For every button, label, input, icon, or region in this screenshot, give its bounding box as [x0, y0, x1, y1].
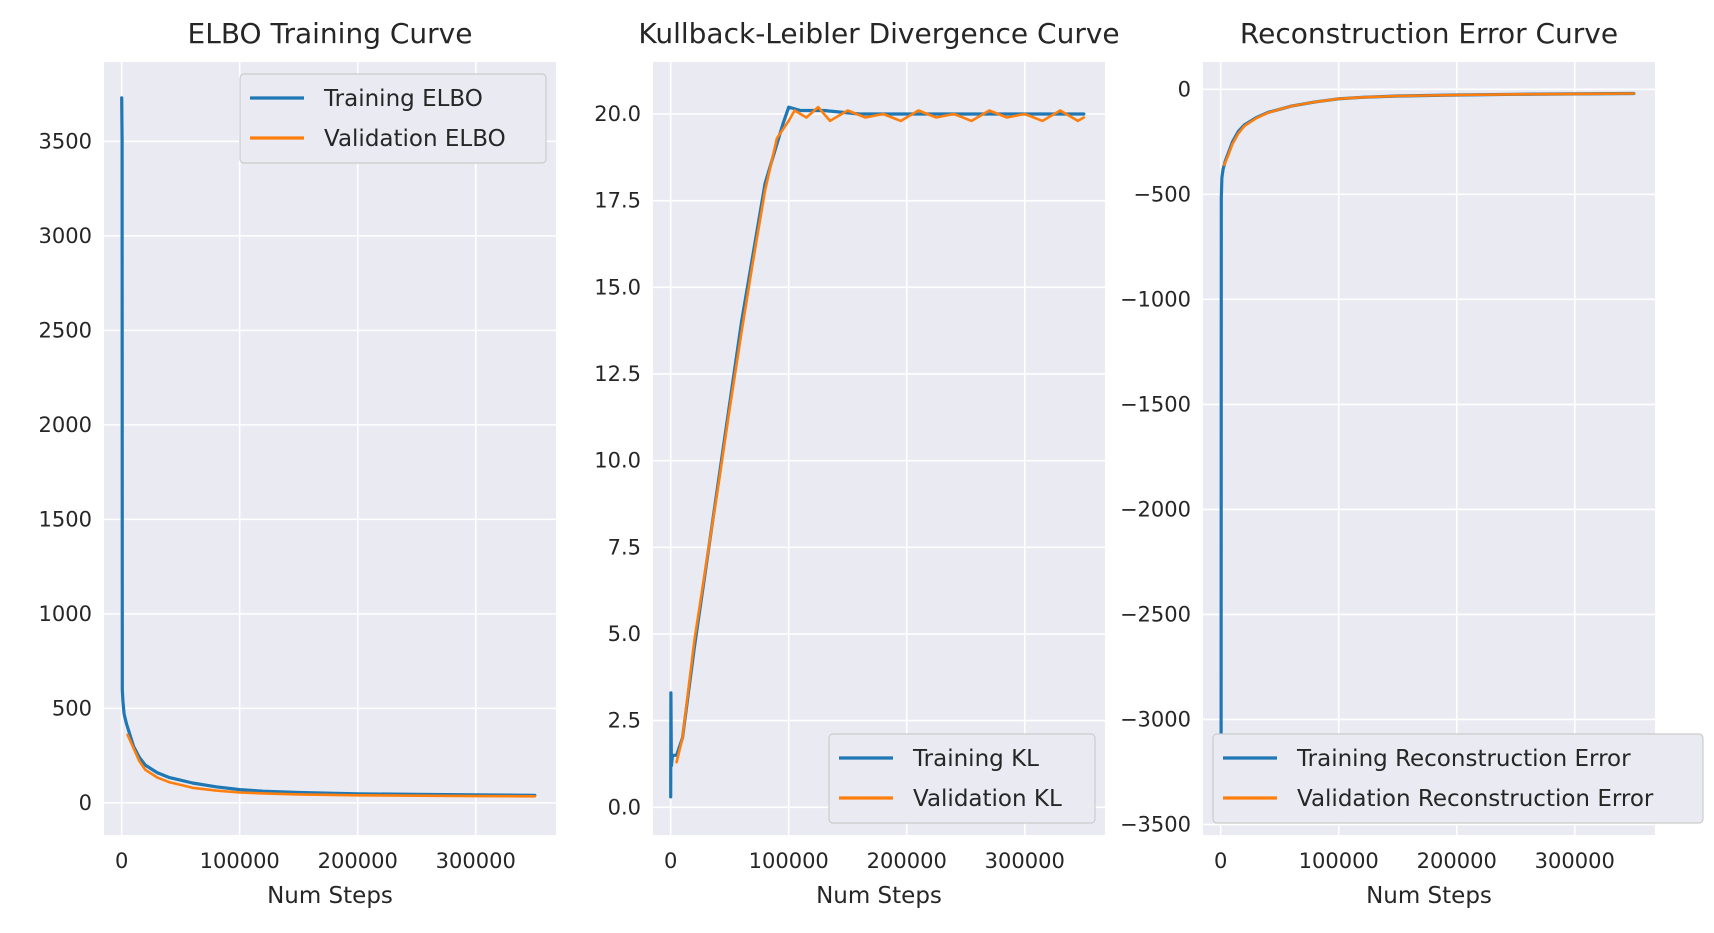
- legend-label-1: Training Reconstruction Error: [1296, 746, 1631, 772]
- y-tick-label: 1500: [39, 507, 92, 531]
- y-tick-label: 3000: [39, 224, 92, 248]
- x-tick-label: 100000: [749, 849, 829, 873]
- legend-label-1: Training ELBO: [323, 86, 483, 112]
- x-tick-label: 100000: [1299, 849, 1379, 873]
- y-tick-label: −1000: [1120, 287, 1191, 311]
- legend: Training Reconstruction Error Validation …: [1212, 733, 1704, 824]
- y-tick-label: 3500: [39, 129, 92, 153]
- x-tick-label: 300000: [436, 849, 516, 873]
- y-tick-label: 12.5: [594, 362, 641, 386]
- x-tick-label: 200000: [318, 849, 398, 873]
- x-tick-label: 100000: [200, 849, 280, 873]
- y-tick-label: 0: [1178, 77, 1191, 101]
- legend-label-2: Validation Reconstruction Error: [1297, 786, 1654, 812]
- series-line-2: [675, 105, 1086, 764]
- chart-title: Reconstruction Error Curve: [1240, 17, 1618, 50]
- x-tick-label: 0: [115, 849, 128, 873]
- y-tick-label: 1000: [39, 602, 92, 626]
- y-tick-label: −2500: [1120, 602, 1191, 626]
- x-tick-label: 200000: [1417, 849, 1497, 873]
- y-tick-label: 500: [52, 696, 92, 720]
- y-tick-label: −1500: [1120, 392, 1191, 416]
- y-tick-label: 0.0: [608, 795, 641, 819]
- y-tick-label: 0: [79, 791, 92, 815]
- plot-area: [653, 62, 1105, 835]
- chart-title: ELBO Training Curve: [188, 17, 473, 50]
- plot-area: [104, 62, 556, 835]
- plot-area: [1203, 62, 1655, 835]
- y-tick-label: −3000: [1120, 707, 1191, 731]
- x-axis-label: Num Steps: [267, 883, 393, 909]
- legend: Training ELBO Validation ELBO: [239, 73, 547, 164]
- legend-box: [1212, 733, 1704, 824]
- y-tick-label: −3500: [1120, 812, 1191, 836]
- y-tick-label: 2500: [39, 318, 92, 342]
- x-tick-label: 200000: [867, 849, 947, 873]
- y-tick-label: 17.5: [594, 189, 641, 213]
- series-line-2: [126, 733, 537, 798]
- y-tick-label: 2000: [39, 413, 92, 437]
- x-tick-label: 300000: [985, 849, 1065, 873]
- chart-panel-2: 0.0 2.5 5.0 7.5 10.0 12.5 15.0 17.5 20.0 0 100000 2…: [594, 17, 1119, 909]
- y-tick-label: 10.0: [594, 449, 641, 473]
- chart-panel-3: 0 −500 −1000 −1500 −2000 −2500 −3000 −3500 0 1000…: [1120, 17, 1704, 909]
- y-tick-label: −2000: [1120, 497, 1191, 521]
- legend-label-2: Validation ELBO: [324, 126, 506, 152]
- chart-panel-1: 0 500 1000 1500 2000 2500 3000 3500 0 100000 20000…: [39, 17, 556, 909]
- legend-label-2: Validation KL: [913, 786, 1062, 812]
- y-tick-label: 5.0: [608, 622, 641, 646]
- legend-box: [239, 73, 547, 164]
- x-axis-label: Num Steps: [1366, 883, 1492, 909]
- series-line-1: [120, 96, 537, 797]
- legend: Training KL Validation KL: [828, 733, 1096, 824]
- y-tick-label: 15.0: [594, 275, 641, 299]
- legend-label-1: Training KL: [912, 746, 1039, 772]
- x-axis-label: Num Steps: [816, 883, 942, 909]
- y-tick-label: 2.5: [608, 709, 641, 733]
- chart-title: Kullback-Leibler Divergence Curve: [638, 17, 1119, 50]
- y-tick-label: −500: [1133, 182, 1191, 206]
- legend-box: [828, 733, 1096, 824]
- series-line-2: [1222, 92, 1636, 167]
- y-tick-label: 20.0: [594, 102, 641, 126]
- y-tick-label: 7.5: [608, 535, 641, 559]
- x-tick-label: 0: [1214, 849, 1227, 873]
- series-line-1: [669, 105, 1086, 799]
- x-tick-label: 300000: [1535, 849, 1615, 873]
- x-tick-label: 0: [664, 849, 677, 873]
